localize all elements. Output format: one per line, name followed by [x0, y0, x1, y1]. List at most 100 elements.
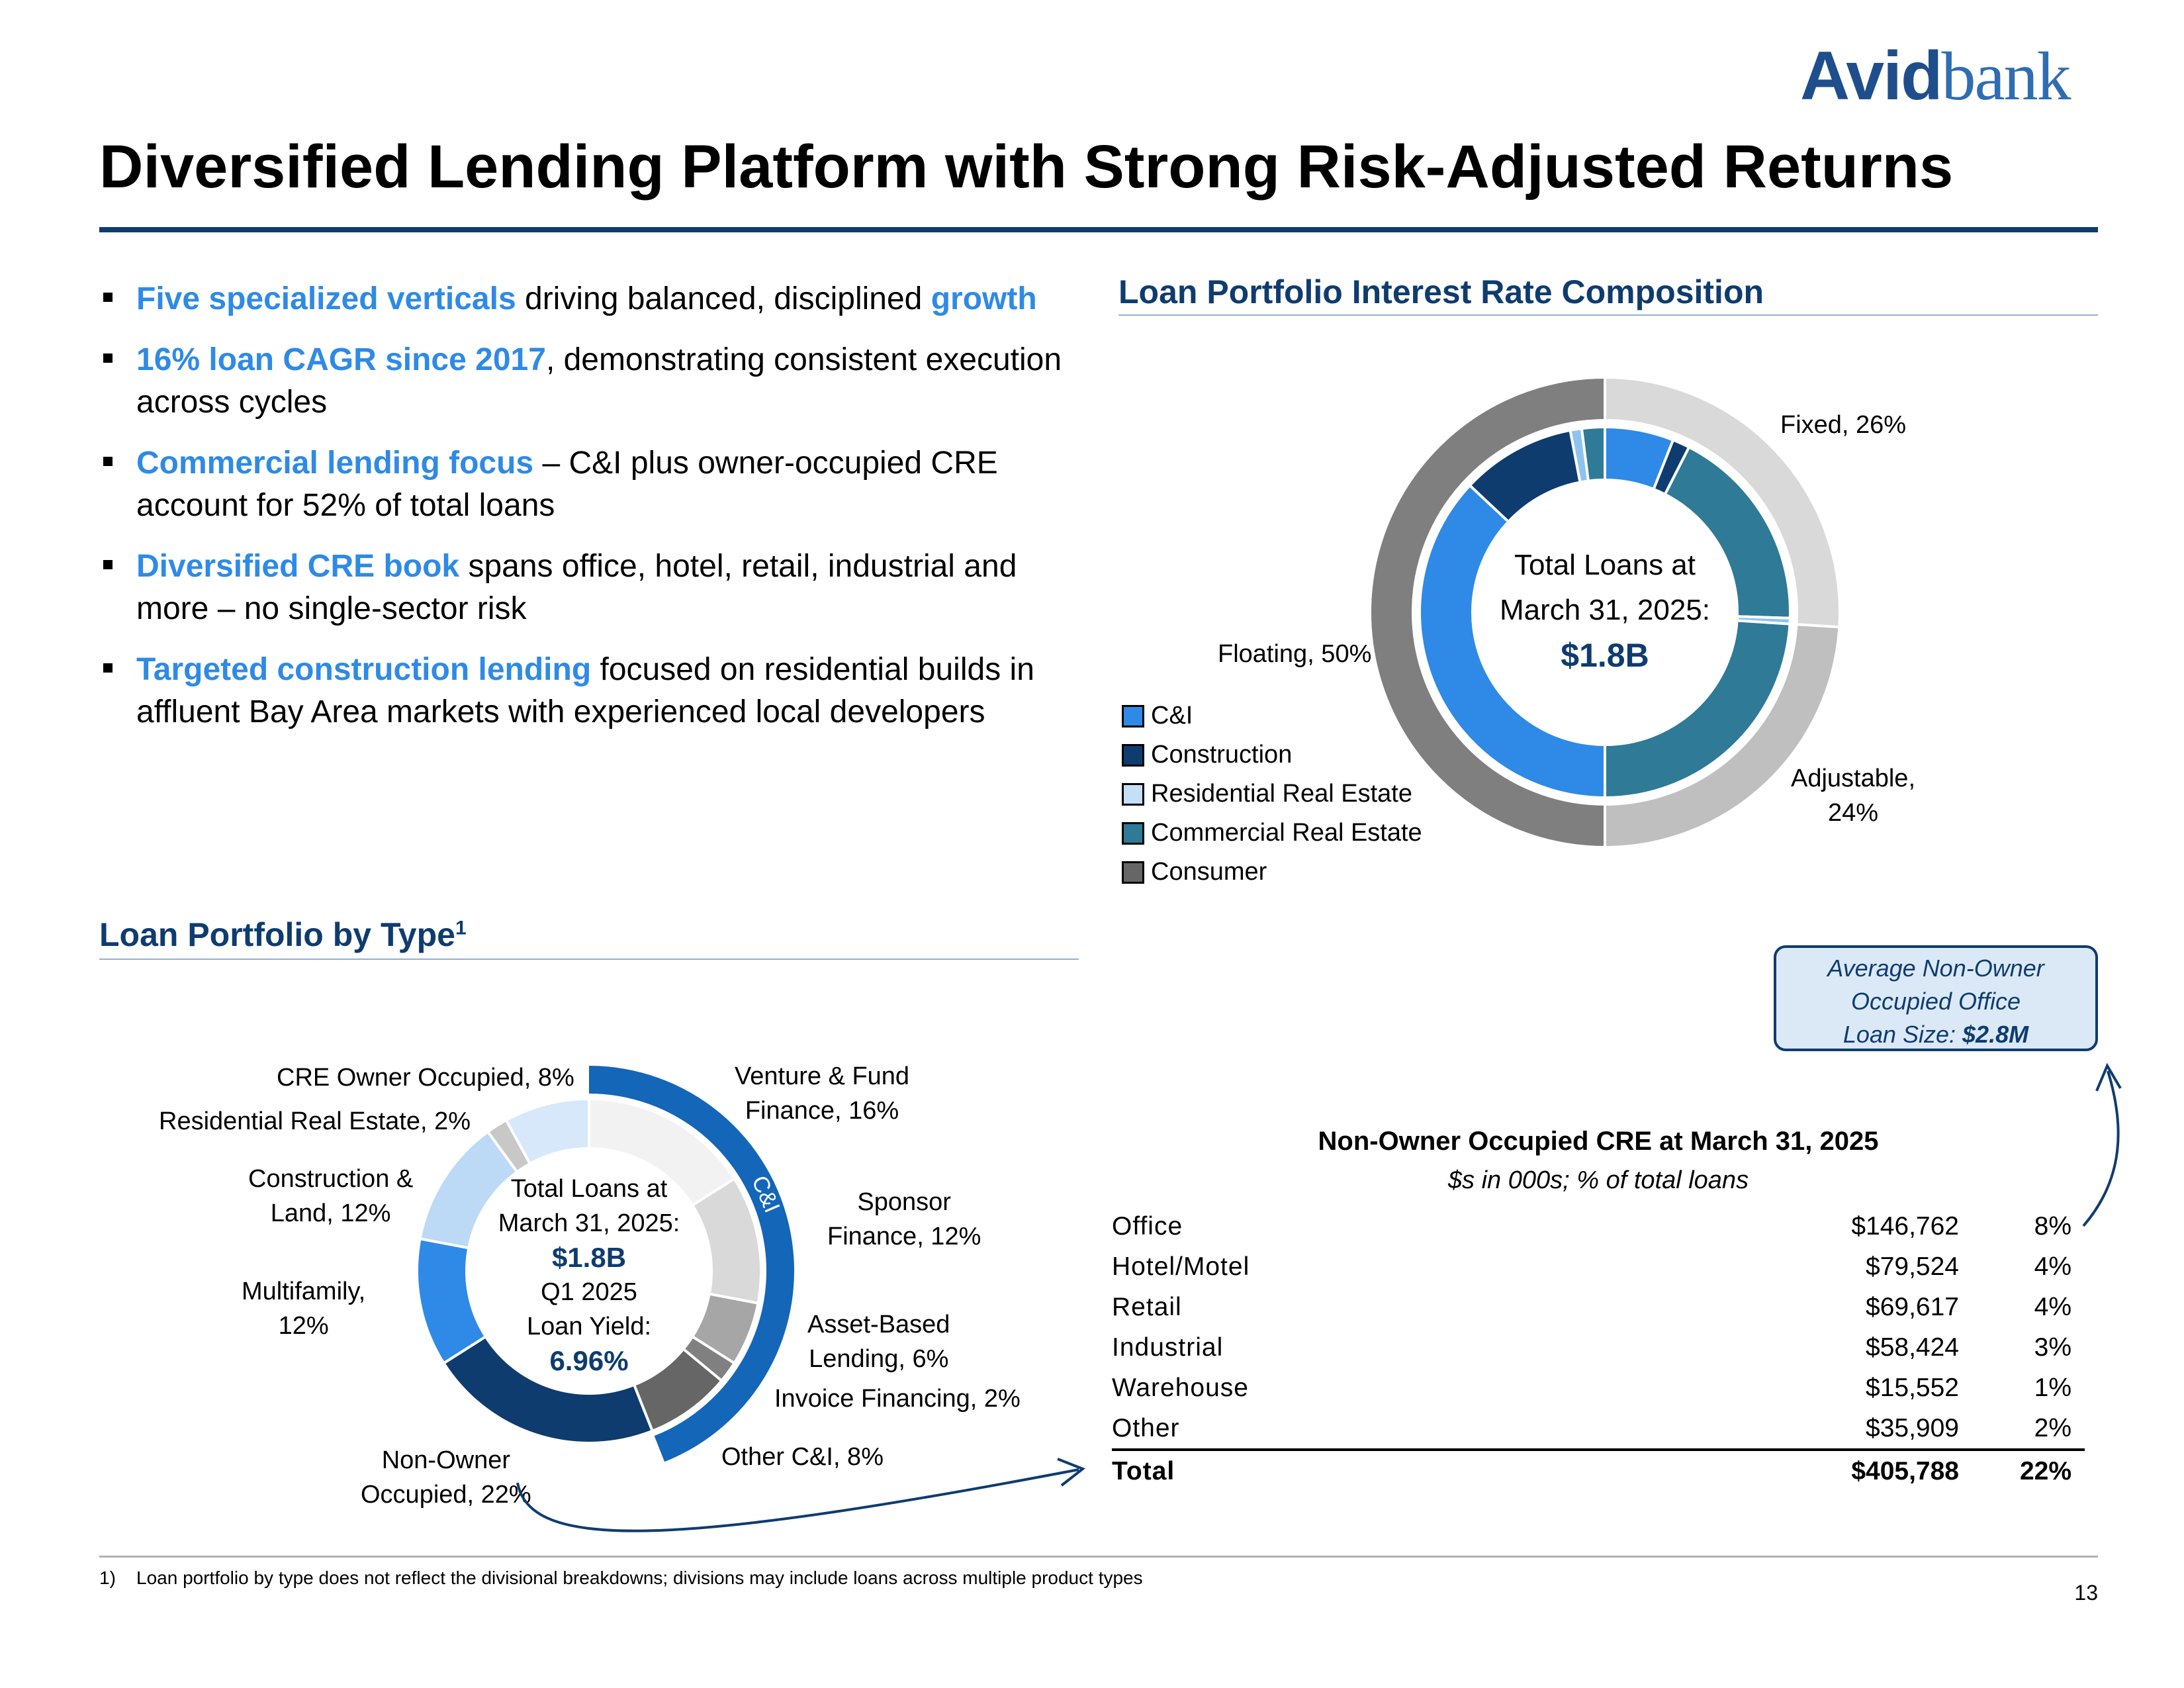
cell-pct: 2% [2034, 1413, 2071, 1442]
logo-part2: bank [1941, 38, 2071, 115]
bullet-highlight: Five specialized verticals [136, 281, 516, 316]
callout-line1: Average Non-Owner [1827, 955, 2044, 982]
loan-type-donut: C&I [416, 1066, 795, 1462]
bullet-text: spans office, hotel, retail, industrial … [136, 549, 1017, 626]
legend-label: Residential Real Estate [1151, 780, 1412, 808]
cell-name: Warehouse [1112, 1373, 1249, 1402]
cell-amount: $146,762 [1851, 1211, 1959, 1241]
type-center-line2: March 31, 2025: [498, 1209, 680, 1237]
cell-name: Other [1112, 1413, 1180, 1442]
bullet-highlight-2: growth [931, 281, 1037, 316]
table-row: Office $146,762 8% [1112, 1206, 2085, 1246]
rate-center-line2: March 31, 2025: [1500, 594, 1710, 626]
type-center-value: $1.8B [551, 1242, 627, 1273]
legend-label: Commercial Real Estate [1151, 819, 1422, 847]
type-section-title: Loan Portfolio by Type1 [99, 915, 467, 954]
type-section-title-text: Loan Portfolio by Type [99, 916, 455, 953]
rate-section-title: Loan Portfolio Interest Rate Composition [1118, 273, 1764, 310]
bullet-item: Five specialized verticals driving balan… [99, 278, 1092, 320]
bullet-item: Targeted construction lending focused on… [99, 649, 1092, 733]
label-other-ci: Other C&I, 8% [721, 1443, 884, 1471]
bullet-icon [103, 353, 113, 363]
rate-section-rule [1118, 314, 2098, 316]
bullet-text: driving balanced, disciplined [516, 281, 931, 316]
bullet-text: focused on residential builds in affluen… [136, 652, 1034, 729]
legend-label: C&I [1151, 702, 1193, 729]
legend-swatch-icon [1122, 821, 1144, 845]
arrow-to-table [516, 1468, 1079, 1532]
bullet-item: Commercial lending focus – C&I plus owne… [99, 442, 1092, 527]
office-loan-size-callout: Average Non-Owner Occupied Office Loan S… [1774, 945, 2098, 1051]
legend-label: Consumer [1151, 858, 1267, 886]
label-invoice: Invoice Financing, 2% [774, 1385, 1021, 1413]
callout-line3: Loan Size: $2.8M [1776, 1018, 2095, 1051]
type-center-line3: Q1 2025 [541, 1278, 637, 1306]
label-adjustable: Adjustable, 24% [1780, 761, 1926, 830]
cell-amount: $79,524 [1866, 1252, 1959, 1281]
cell-amount: $405,788 [1851, 1456, 1959, 1485]
cell-pct: 4% [2034, 1292, 2071, 1321]
label-sponsor: Sponsor Finance, 12% [827, 1188, 981, 1250]
type-section-superscript: 1 [455, 917, 467, 939]
type-section-rule [99, 959, 1079, 960]
ci-outer-arc [589, 1066, 795, 1462]
label-fixed: Fixed, 26% [1780, 411, 1907, 439]
table-row: Warehouse $15,552 1% [1112, 1368, 2085, 1408]
legend-swatch-icon [1122, 861, 1144, 884]
bullet-highlight: Diversified CRE book [136, 549, 460, 584]
label-asset-based: Asset-Based Lending, 6% [807, 1311, 950, 1373]
rate-center-value: $1.8B [1561, 637, 1649, 674]
page-title: Diversified Lending Platform with Strong… [99, 133, 1954, 201]
bullet-icon [103, 457, 113, 466]
type-center-label: Total Loans at March 31, 2025: $1.8B Q1 … [463, 1172, 715, 1378]
rate-outer-slice-floating [1369, 375, 1606, 849]
bullet-icon [103, 663, 113, 673]
legend-label: Construction [1151, 741, 1293, 769]
rate-composition-donut [1369, 375, 1841, 849]
cell-name: Total [1112, 1456, 1175, 1485]
callout-value: $2.8M [1962, 1021, 2029, 1048]
legend-swatch-icon [1122, 782, 1144, 806]
cell-pct: 1% [2034, 1373, 2071, 1402]
arrow-to-callout [2082, 1070, 2120, 1227]
cre-table-subtitle: $s in 000s; % of total loans [1447, 1166, 1749, 1194]
label-adjustable-text: Adjustable, [1790, 765, 1915, 792]
rate-center-label: Total Loans at March 31, 2025: $1.8B [1456, 543, 1754, 678]
table-row: Other $35,909 2% [1112, 1408, 2085, 1448]
bullet-highlight: Targeted construction lending [136, 652, 592, 687]
cre-table-title: Non-Owner Occupied CRE at March 31, 2025 [1318, 1127, 1879, 1156]
legend-item-construction: Construction [1122, 735, 1422, 774]
legend-item-residential: Residential Real Estate [1122, 774, 1422, 814]
page-number: 13 [2074, 1581, 2098, 1605]
rate-inner-slice-adjustable-commercial-real-estate [1604, 619, 1792, 800]
table-row: Industrial $58,424 3% [1112, 1327, 2085, 1368]
cell-pct: 22% [2019, 1456, 2071, 1485]
bullet-list: Five specialized verticals driving balan… [99, 278, 1092, 752]
cell-name: Retail [1112, 1292, 1182, 1321]
cell-amount: $58,424 [1866, 1333, 1959, 1362]
cell-amount: $69,617 [1866, 1292, 1959, 1321]
bullet-text: , demonstrating consistent execution acr… [136, 342, 1062, 420]
label-floating: Floating, 50% [1218, 640, 1372, 668]
table-row: Hotel/Motel $79,524 4% [1112, 1246, 2085, 1287]
cell-amount: $15,552 [1866, 1373, 1959, 1402]
cell-pct: 4% [2034, 1252, 2071, 1281]
type-center-line4: Loan Yield: [526, 1313, 652, 1340]
label-venture: Venture & Fund Finance, 16% [735, 1062, 910, 1125]
legend-item-commercial: Commercial Real Estate [1122, 814, 1422, 853]
label-non-owner: Non-Owner Occupied, 22% [361, 1446, 531, 1509]
cre-table: Office $146,762 8% Hotel/Motel $79,524 4… [1112, 1206, 2085, 1491]
cell-pct: 3% [2034, 1333, 2071, 1362]
cell-name: Hotel/Motel [1112, 1252, 1250, 1281]
legend-swatch-icon [1122, 743, 1144, 767]
legend-swatch-icon [1122, 704, 1144, 727]
legend-item-ci: C&I [1122, 696, 1422, 735]
label-cre-owner: CRE Owner Occupied, 8% [277, 1064, 574, 1092]
label-residential: Residential Real Estate, 2% [159, 1107, 471, 1135]
footer-rule [99, 1556, 2098, 1558]
rate-inner-slice-floating-commercial-real-estate [1580, 425, 1606, 483]
cell-pct: 8% [2034, 1211, 2071, 1241]
bullet-item: 16% loan CAGR since 2017, demonstrating … [99, 339, 1092, 424]
avidbank-logo: Avidbank [1800, 40, 2118, 113]
